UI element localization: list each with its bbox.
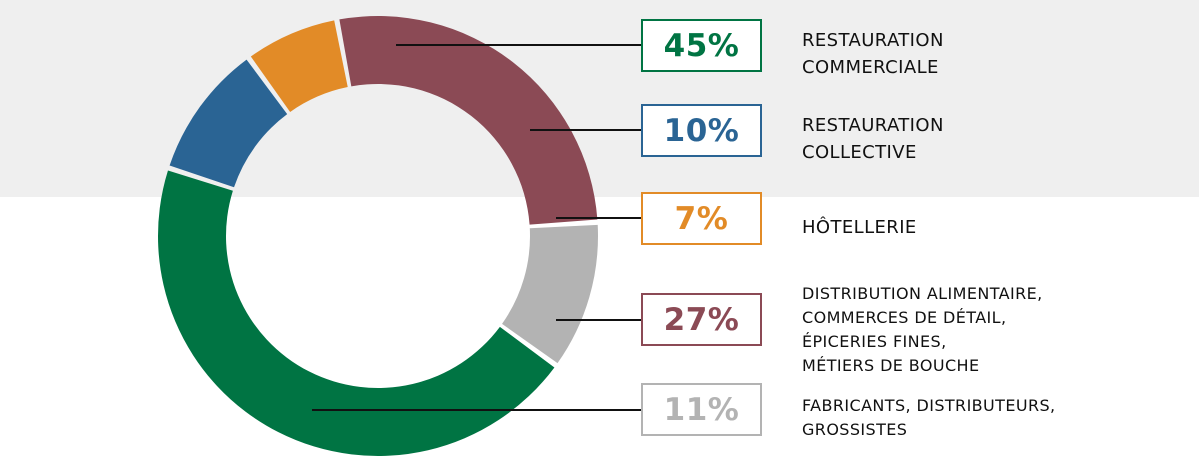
donut-slice [502, 224, 598, 364]
donut-slice [169, 59, 288, 188]
donut-slice [339, 15, 598, 225]
percent-box-restauration-commerciale: 45% [641, 19, 762, 72]
legend-label-distribution: DISTRIBUTION ALIMENTAIRE, COMMERCES DE D… [802, 284, 1043, 375]
legend-label-fabricants: FABRICANTS, DISTRIBUTEURS, GROSSISTES [802, 396, 1056, 439]
percent-box-hotellerie: 7% [641, 192, 762, 245]
legend-label-restauration-collective: RESTAURATION COLLECTIVE [802, 115, 944, 163]
percent-box-restauration-collective: 10% [641, 104, 762, 157]
donut-slice [250, 20, 348, 112]
percent-box-distribution: 27% [641, 293, 762, 346]
legend-label-restauration-commerciale: RESTAURATION COMMERCIALE [802, 30, 944, 78]
donut-slice [158, 170, 555, 456]
legend-label-hotellerie: HÔTELLERIE [802, 217, 917, 238]
percent-box-fabricants: 11% [641, 383, 762, 436]
